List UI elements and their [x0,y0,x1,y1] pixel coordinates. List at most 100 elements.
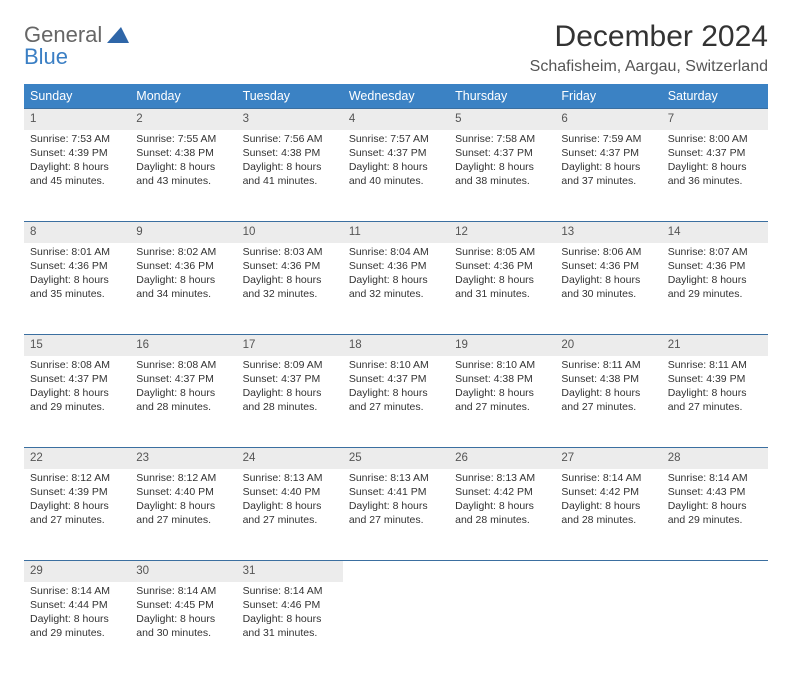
day-number-cell: 23 [130,448,236,469]
day-number-cell: 8 [24,222,130,243]
week-daynum-row: 293031 [24,561,768,582]
sunset-line: Sunset: 4:36 PM [668,259,762,273]
day-number-cell: 6 [555,109,661,130]
day-body-cell: Sunrise: 8:05 AMSunset: 4:36 PMDaylight:… [449,243,555,335]
day-body-cell: Sunrise: 8:10 AMSunset: 4:37 PMDaylight:… [343,356,449,448]
logo: General Blue [24,24,129,68]
day-number-cell [555,561,661,582]
sunrise-line: Sunrise: 8:07 AM [668,245,762,259]
day-header: Wednesday [343,84,449,109]
day-body-cell [555,582,661,674]
daylight-line: Daylight: 8 hours and 27 minutes. [136,499,230,527]
sunset-line: Sunset: 4:37 PM [561,146,655,160]
daylight-line: Daylight: 8 hours and 37 minutes. [561,160,655,188]
sunrise-line: Sunrise: 8:13 AM [349,471,443,485]
day-header: Thursday [449,84,555,109]
week-body-row: Sunrise: 8:08 AMSunset: 4:37 PMDaylight:… [24,356,768,448]
day-body-cell: Sunrise: 8:11 AMSunset: 4:39 PMDaylight:… [662,356,768,448]
day-number-cell: 17 [237,335,343,356]
day-body-cell: Sunrise: 8:13 AMSunset: 4:41 PMDaylight:… [343,469,449,561]
header: General Blue December 2024 Schafisheim, … [24,20,768,76]
day-body-cell: Sunrise: 8:14 AMSunset: 4:46 PMDaylight:… [237,582,343,674]
daylight-line: Daylight: 8 hours and 27 minutes. [349,499,443,527]
sunset-line: Sunset: 4:40 PM [243,485,337,499]
calendar-table: SundayMondayTuesdayWednesdayThursdayFrid… [24,84,768,674]
sunset-line: Sunset: 4:36 PM [136,259,230,273]
daylight-line: Daylight: 8 hours and 43 minutes. [136,160,230,188]
sunset-line: Sunset: 4:36 PM [30,259,124,273]
daylight-line: Daylight: 8 hours and 34 minutes. [136,273,230,301]
day-number-cell: 29 [24,561,130,582]
day-body-cell [662,582,768,674]
daylight-line: Daylight: 8 hours and 28 minutes. [561,499,655,527]
day-number-cell: 16 [130,335,236,356]
sunrise-line: Sunrise: 8:13 AM [455,471,549,485]
sunrise-line: Sunrise: 8:11 AM [668,358,762,372]
logo-word-general: General [24,22,102,47]
sunrise-line: Sunrise: 8:14 AM [561,471,655,485]
sunset-line: Sunset: 4:43 PM [668,485,762,499]
sunrise-line: Sunrise: 8:03 AM [243,245,337,259]
sunrise-line: Sunrise: 8:02 AM [136,245,230,259]
daylight-line: Daylight: 8 hours and 30 minutes. [561,273,655,301]
sunrise-line: Sunrise: 8:14 AM [668,471,762,485]
sunrise-line: Sunrise: 8:06 AM [561,245,655,259]
day-header: Friday [555,84,661,109]
day-body-cell: Sunrise: 8:11 AMSunset: 4:38 PMDaylight:… [555,356,661,448]
daylight-line: Daylight: 8 hours and 29 minutes. [668,273,762,301]
sunset-line: Sunset: 4:37 PM [455,146,549,160]
logo-word-blue: Blue [24,46,129,68]
sunrise-line: Sunrise: 8:12 AM [136,471,230,485]
day-body-cell: Sunrise: 8:08 AMSunset: 4:37 PMDaylight:… [130,356,236,448]
day-body-cell: Sunrise: 7:59 AMSunset: 4:37 PMDaylight:… [555,130,661,222]
daylight-line: Daylight: 8 hours and 27 minutes. [349,386,443,414]
day-number-cell: 14 [662,222,768,243]
week-daynum-row: 1234567 [24,109,768,130]
day-number-cell: 3 [237,109,343,130]
sunset-line: Sunset: 4:36 PM [243,259,337,273]
sunrise-line: Sunrise: 7:59 AM [561,132,655,146]
day-header: Sunday [24,84,130,109]
day-number-cell: 25 [343,448,449,469]
day-number-cell: 19 [449,335,555,356]
day-body-cell: Sunrise: 7:56 AMSunset: 4:38 PMDaylight:… [237,130,343,222]
sunset-line: Sunset: 4:46 PM [243,598,337,612]
sunset-line: Sunset: 4:42 PM [455,485,549,499]
day-number-cell: 20 [555,335,661,356]
day-body-cell: Sunrise: 8:02 AMSunset: 4:36 PMDaylight:… [130,243,236,335]
sunrise-line: Sunrise: 8:10 AM [455,358,549,372]
location: Schafisheim, Aargau, Switzerland [530,58,768,76]
sunset-line: Sunset: 4:39 PM [30,485,124,499]
week-body-row: Sunrise: 7:53 AMSunset: 4:39 PMDaylight:… [24,130,768,222]
day-number-cell: 21 [662,335,768,356]
day-body-cell: Sunrise: 8:14 AMSunset: 4:45 PMDaylight:… [130,582,236,674]
daylight-line: Daylight: 8 hours and 32 minutes. [243,273,337,301]
day-body-cell: Sunrise: 8:14 AMSunset: 4:42 PMDaylight:… [555,469,661,561]
day-body-cell: Sunrise: 8:00 AMSunset: 4:37 PMDaylight:… [662,130,768,222]
daylight-line: Daylight: 8 hours and 45 minutes. [30,160,124,188]
day-number-cell: 2 [130,109,236,130]
day-body-cell: Sunrise: 8:04 AMSunset: 4:36 PMDaylight:… [343,243,449,335]
daylight-line: Daylight: 8 hours and 27 minutes. [30,499,124,527]
sunrise-line: Sunrise: 8:05 AM [455,245,549,259]
sunset-line: Sunset: 4:39 PM [668,372,762,386]
day-number-cell: 12 [449,222,555,243]
week-body-row: Sunrise: 8:01 AMSunset: 4:36 PMDaylight:… [24,243,768,335]
daylight-line: Daylight: 8 hours and 28 minutes. [136,386,230,414]
day-number-cell: 27 [555,448,661,469]
day-body-cell: Sunrise: 8:03 AMSunset: 4:36 PMDaylight:… [237,243,343,335]
day-header: Monday [130,84,236,109]
daylight-line: Daylight: 8 hours and 28 minutes. [455,499,549,527]
sunrise-line: Sunrise: 8:00 AM [668,132,762,146]
daylight-line: Daylight: 8 hours and 27 minutes. [561,386,655,414]
day-number-cell: 22 [24,448,130,469]
day-number-cell: 31 [237,561,343,582]
sunrise-line: Sunrise: 7:53 AM [30,132,124,146]
sunset-line: Sunset: 4:37 PM [136,372,230,386]
sunset-line: Sunset: 4:45 PM [136,598,230,612]
day-number-cell: 24 [237,448,343,469]
sunset-line: Sunset: 4:36 PM [561,259,655,273]
sunset-line: Sunset: 4:39 PM [30,146,124,160]
week-body-row: Sunrise: 8:12 AMSunset: 4:39 PMDaylight:… [24,469,768,561]
day-number-cell [662,561,768,582]
